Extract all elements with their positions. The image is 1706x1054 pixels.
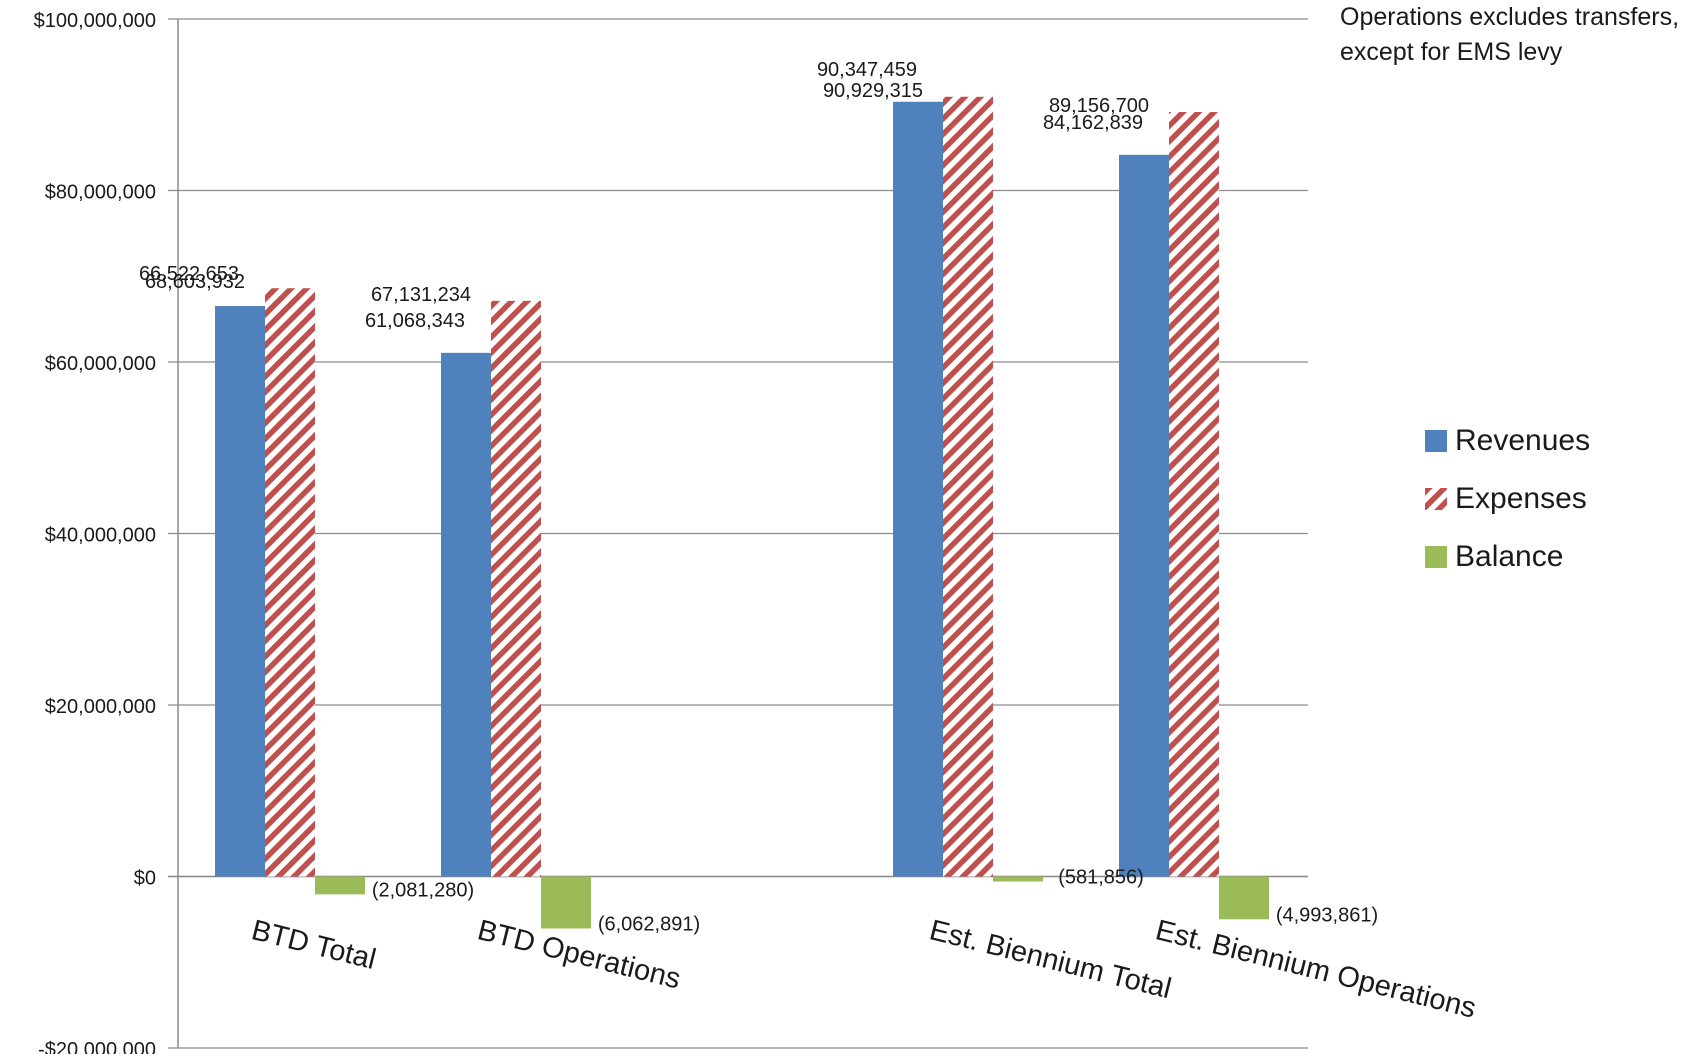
chart-annotation: Operations excludes transfers, except fo…: [1340, 0, 1679, 70]
y-tick-label: $40,000,000: [45, 525, 156, 547]
bar-expenses-btd-operations: [491, 300, 541, 877]
legend-label-expenses: Expenses: [1455, 482, 1587, 515]
bar-balance-btd-total: [315, 876, 365, 895]
data-label-revenues-btd-total: 66,522,653: [139, 263, 239, 285]
data-label-balance-btd-operations: (6,062,891): [598, 913, 700, 935]
legend-swatch-expenses: [1425, 488, 1447, 510]
data-label-revenues-est-biennium-operations: 84,162,839: [1043, 112, 1143, 134]
bar-expenses-est-biennium-operations: [1169, 111, 1219, 877]
data-label-expenses-est-biennium-total: 90,929,315: [823, 80, 923, 102]
data-label-expenses-est-biennium-operations: 89,156,700: [1049, 95, 1149, 117]
data-label-revenues-est-biennium-total: 90,347,459: [817, 59, 917, 81]
data-label-balance-est-biennium-operations: (4,993,861): [1276, 904, 1378, 926]
annotation-line-2: except for EMS levy: [1340, 38, 1563, 66]
x-tick-label-btd-total: BTD Total: [248, 914, 379, 976]
bar-revenues-btd-total: [215, 306, 265, 877]
legend-item-balance: Balance: [1425, 528, 1590, 586]
y-tick-label: $100,000,000: [34, 10, 156, 32]
y-tick-label: $20,000,000: [45, 696, 156, 718]
bar-balance-est-biennium-total: [993, 876, 1043, 882]
bar-revenues-est-biennium-operations: [1119, 154, 1169, 877]
legend-item-expenses: Expenses: [1425, 470, 1590, 528]
y-tick-label: $0: [134, 868, 156, 890]
data-label-expenses-btd-total: 68,603,932: [145, 271, 245, 293]
legend-swatch-revenues: [1425, 430, 1447, 452]
bar-expenses-est-biennium-total: [943, 96, 993, 877]
x-tick-label-est-biennium-total: Est. Biennium Total: [926, 914, 1174, 1005]
bar-expenses-btd-total: [265, 288, 315, 877]
bar-balance-est-biennium-operations: [1219, 876, 1269, 920]
bar-balance-btd-operations: [541, 876, 591, 929]
annotation-line-1: Operations excludes transfers,: [1340, 3, 1680, 31]
x-tick-label-est-biennium-operations: Est. Biennium Operations: [1152, 914, 1479, 1025]
legend-label-revenues: Revenues: [1455, 424, 1591, 457]
legend-item-revenues: Revenues: [1425, 412, 1590, 470]
legend-swatch-balance: [1425, 546, 1447, 568]
bar-revenues-btd-operations: [441, 352, 491, 877]
chart-legend: Revenues Expenses Balance: [1425, 412, 1590, 586]
bars: [215, 96, 1269, 929]
data-label-balance-btd-total: (2,081,280): [372, 879, 474, 901]
y-tick-label: -$20,000,000: [38, 1039, 156, 1054]
data-label-revenues-btd-operations: 61,068,343: [365, 310, 465, 332]
legend-label-balance: Balance: [1455, 540, 1564, 573]
y-tick-label: $80,000,000: [45, 182, 156, 204]
data-label-balance-est-biennium-total: (581,856): [1058, 866, 1144, 888]
data-label-expenses-btd-operations: 67,131,234: [371, 284, 471, 306]
y-tick-label: $60,000,000: [45, 353, 156, 375]
bar-revenues-est-biennium-total: [893, 101, 943, 877]
